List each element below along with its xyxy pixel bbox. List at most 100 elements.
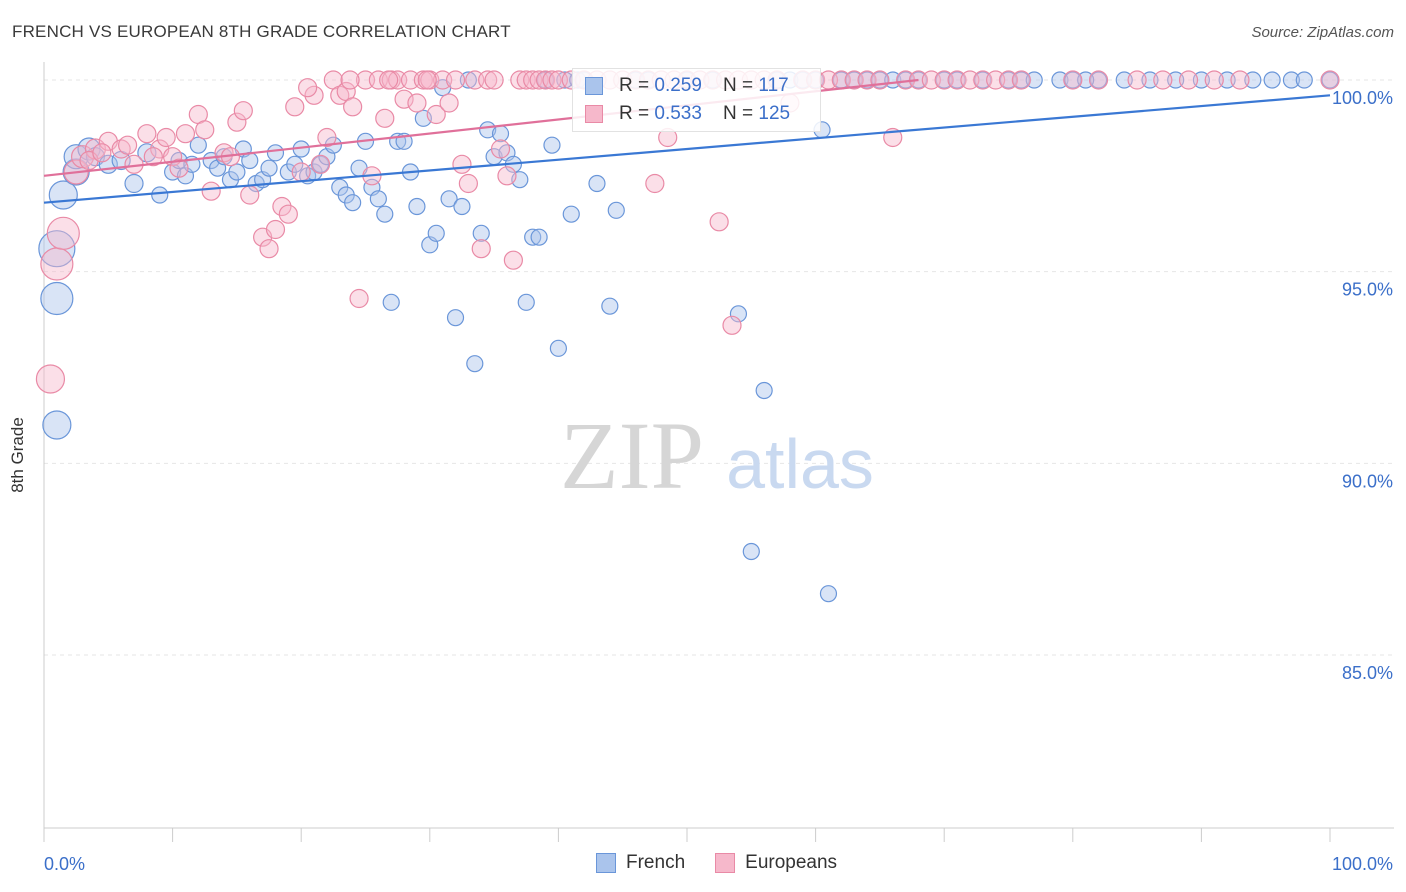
- french-point: [1192, 71, 1211, 89]
- french-point: [427, 224, 445, 242]
- legend-french-swatch: [596, 853, 616, 873]
- y-tick-label: 90.0%: [1342, 471, 1393, 491]
- french-point: [858, 71, 876, 89]
- legend-europeans-swatch: [715, 853, 736, 873]
- legend-europeans-label: Europeans: [745, 852, 838, 873]
- legend-item-europeans[interactable]: Europeans: [715, 852, 837, 874]
- europeans-point: [1320, 70, 1340, 90]
- europeans-point: [870, 70, 890, 90]
- y-tick-label: 100.0%: [1332, 88, 1393, 108]
- europeans-point: [645, 173, 665, 194]
- watermark-atlas: atlas: [726, 425, 874, 503]
- europeans-point: [340, 70, 360, 90]
- legend-europeans-text: R = 0.533 N = 125: [619, 103, 791, 124]
- french-point: [40, 281, 74, 316]
- europeans-point: [407, 93, 427, 113]
- europeans-point: [285, 97, 305, 117]
- europeans-point: [201, 181, 221, 201]
- french-point: [1064, 71, 1082, 89]
- french-point: [344, 194, 362, 212]
- french-point: [440, 190, 458, 208]
- french-swatch: [585, 77, 603, 95]
- europeans-point: [317, 127, 337, 148]
- french-point: [935, 71, 953, 89]
- europeans-point: [722, 315, 742, 335]
- europeans-point: [1127, 70, 1147, 90]
- europeans-point: [503, 250, 523, 270]
- french-point: [286, 155, 304, 173]
- series-europeans: [35, 70, 1340, 394]
- europeans-point: [272, 196, 292, 217]
- tick-labels: 100.0% 95.0% 90.0% 85.0% 0.0% 100.0%: [44, 88, 1393, 874]
- europeans-point: [278, 204, 298, 224]
- french-point: [1051, 71, 1069, 89]
- europeans-point: [497, 166, 517, 186]
- europeans-point: [92, 143, 112, 163]
- europeans-point: [46, 216, 80, 250]
- legend-item-french[interactable]: French: [596, 852, 685, 874]
- x-tick-label: 0.0%: [44, 854, 85, 874]
- french-point: [1295, 71, 1313, 89]
- french-point: [524, 228, 542, 246]
- french-point: [1263, 71, 1281, 89]
- europeans-point: [137, 124, 157, 144]
- french-point: [536, 71, 555, 89]
- europeans-swatch: [585, 105, 603, 123]
- y-tick-label: 95.0%: [1342, 280, 1393, 300]
- legend-french-text: R = 0.259 N = 117: [619, 75, 789, 96]
- europeans-point: [349, 288, 369, 309]
- watermark: ZIP atlas: [560, 402, 874, 509]
- french-point: [124, 173, 144, 194]
- europeans-point: [343, 97, 363, 117]
- europeans-point: [452, 154, 472, 174]
- europeans-point: [1063, 70, 1083, 90]
- french-point: [1167, 71, 1185, 89]
- french-point: [543, 136, 561, 154]
- europeans-point: [169, 158, 189, 178]
- french-point: [369, 190, 387, 208]
- french-trend-line: [43, 94, 1331, 204]
- x-tick-label: 100.0%: [1332, 854, 1393, 874]
- french-point: [974, 71, 992, 89]
- french-point: [530, 228, 548, 246]
- europeans-point: [143, 147, 163, 167]
- french-point: [459, 71, 477, 89]
- chart-title: FRENCH VS EUROPEAN 8TH GRADE CORRELATION…: [12, 22, 511, 41]
- french-point: [260, 159, 278, 177]
- europeans-point: [233, 101, 253, 121]
- french-point: [376, 205, 394, 223]
- europeans-point: [375, 108, 395, 128]
- europeans-point: [304, 85, 324, 105]
- french-point: [1321, 71, 1339, 89]
- europeans-point: [709, 212, 729, 232]
- french-point: [1218, 71, 1236, 89]
- europeans-point: [471, 239, 491, 259]
- europeans-point: [478, 70, 498, 90]
- stats-legend: R = 0.259 N = 117 R = 0.533 N = 125: [572, 68, 821, 132]
- french-point: [1141, 71, 1159, 89]
- source-label[interactable]: Source: ZipAtlas.com: [1251, 24, 1394, 41]
- europeans-point: [265, 219, 286, 240]
- europeans-point: [394, 89, 414, 109]
- french-point: [1089, 71, 1108, 89]
- europeans-point: [458, 173, 478, 194]
- french-point: [819, 585, 838, 603]
- french-point: [382, 293, 400, 311]
- french-point: [729, 305, 748, 323]
- europeans-point: [1088, 70, 1109, 90]
- legend-row-europeans: R = 0.533 N = 125: [573, 100, 790, 128]
- french-point: [266, 144, 285, 162]
- french-point: [1115, 71, 1133, 89]
- french-point: [999, 71, 1018, 89]
- watermark-zip: ZIP: [560, 402, 704, 509]
- french-point: [42, 410, 72, 440]
- europeans-point: [40, 247, 74, 281]
- french-point: [466, 355, 484, 373]
- europeans-point: [1204, 70, 1224, 90]
- french-point: [607, 201, 625, 219]
- europeans-point: [426, 104, 446, 125]
- french-point: [742, 542, 760, 561]
- french-point: [562, 205, 580, 223]
- legend-row-french: R = 0.259 N = 117: [573, 72, 789, 100]
